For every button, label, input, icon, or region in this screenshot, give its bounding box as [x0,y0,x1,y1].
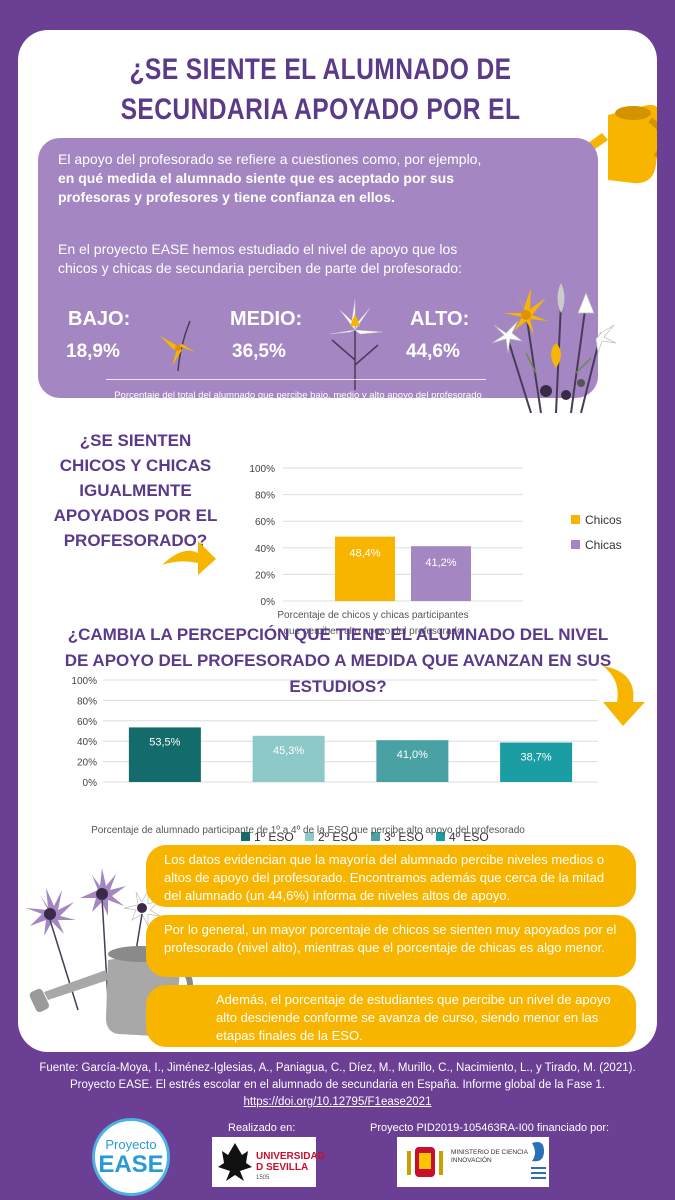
intro-panel: El apoyo del profesorado se refiere a cu… [38,138,616,413]
intro-caption: Porcentaje del total del alumnado que pe… [114,390,482,401]
legend-item: 4º ESO [449,830,489,844]
ease-logo-text-2: EASE [98,1151,164,1178]
bar-grade-3 [376,740,449,782]
white-lily-icon [329,299,383,390]
level-low-label: BAJO: [68,308,131,330]
bar-value-label: 45,3% [273,745,304,757]
intro-divider [106,379,486,380]
ease-logo: Proyecto EASE [92,1118,170,1196]
question-gender: ¿SE SIENTEN CHICOS Y CHICAS IGUALMENTE A… [53,431,218,550]
y-tick-label: 0% [83,778,98,789]
bar-grade-4 [500,742,573,782]
y-tick-label: 0% [261,597,276,608]
y-tick-label: 40% [255,544,275,555]
y-tick-label: 80% [255,491,275,502]
legend-swatch [241,832,250,841]
level-high-value: 44,6% [406,341,460,362]
chart-gender: 0% 20% 40% 60% 80% 100% 48,4% 41,2% Chicos Chicas [249,464,622,608]
legend-item: Chicas [585,538,622,552]
legend-item: 2º ESO [318,830,358,844]
level-high-label: ALTO: [410,308,470,330]
made-by-label: Realizado en: [228,1122,296,1134]
university-name: UNIVERSIDAD D SEVILLA [256,1151,325,1173]
question-grade: ¿CAMBIA LA PERCEPCIÓN QUE TIENE EL ALUMN… [64,625,612,696]
legend-swatch [371,832,380,841]
flower-bouquet-icon [491,283,616,413]
y-tick-label: 100% [71,676,97,687]
y-tick-label: 60% [255,517,275,528]
bar-grade-1 [128,727,201,782]
legend-item: Chicos [585,513,622,527]
aei-logo-icon [528,1137,549,1187]
ministry-logo: MINISTERIO DE CIENCIA E INNOVACIÓN [397,1137,549,1187]
bar-chicas [411,546,471,601]
ease-logo-text-1: Proyecto [105,1137,157,1152]
ministry-name: MINISTERIO DE CIENCIA E INNOVACIÓN [451,1149,534,1164]
bar-value-label: 48,4% [349,548,380,560]
legend-swatch [571,540,580,549]
source-line-1: Fuente: García-Moya, I., Jiménez-Iglesia… [39,1062,636,1074]
lily-flower-icon [160,320,195,372]
university-sevilla-logo: UNIVERSIDAD D SEVILLA 1505 [212,1137,325,1187]
project-label: Proyecto PID2019-105463RA-I00 financiado… [370,1122,610,1134]
doi-link[interactable]: https://doi.org/10.12795/F1ease2021 [243,1096,432,1108]
spain-shield-icon [403,1145,447,1179]
y-tick-label: 80% [77,696,97,707]
conclusion-box-1: Los datos evidencian que la mayoría del … [146,845,636,907]
y-tick-label: 60% [77,717,97,728]
bar-chicos [335,536,395,601]
university-year: 1505 [256,1175,270,1181]
bar-value-label: 38,7% [521,752,552,764]
intro-paragraph-1: El apoyo del profesorado se refiere a cu… [58,151,482,205]
level-mid-label: MEDIO: [230,308,303,330]
y-tick-label: 20% [255,570,275,581]
intro-paragraph-2: En el proyecto EASE hemos estudiado el n… [58,241,462,276]
bar-value-label: 53,5% [149,736,180,748]
legend-item: 3º ESO [384,830,424,844]
university-crest-icon [218,1143,252,1181]
conclusion-box-2: Por lo general, un mayor porcentaje de c… [146,915,636,977]
legend-swatch [571,515,580,524]
infographic-card: ¿SE SIENTE EL ALUMNADO DE SECUNDARIA APO… [18,30,657,1052]
y-tick-label: 20% [77,758,97,769]
level-mid-value: 36,5% [232,341,286,362]
y-tick-label: 40% [77,737,97,748]
chart-grade: 0% 20% 40% 60% 80% 100% 53,5% 45,3% 41,0% 38,7% 1º… [71,676,598,844]
level-low-value: 18,9% [66,341,120,362]
y-tick-label: 100% [249,464,275,475]
bar-grade-2 [252,735,325,782]
bar-value-label: 41,2% [425,557,456,569]
legend-swatch [436,832,445,841]
legend-item: 1º ESO [254,830,294,844]
conclusion-box-3: Además, el porcentaje de estudiantes que… [146,985,636,1047]
legend-swatch [305,832,314,841]
arrow-down-icon [603,666,645,726]
source-line-2: Proyecto EASE. El estrés escolar en el a… [69,1079,606,1091]
arrow-right-icon [162,541,216,575]
footer-source: Fuente: García-Moya, I., Jiménez-Iglesia… [20,1060,655,1111]
bar-value-label: 41,0% [397,749,428,761]
chart-grade-xlabel: Porcentaje de alumnado participante de 1… [91,825,525,836]
